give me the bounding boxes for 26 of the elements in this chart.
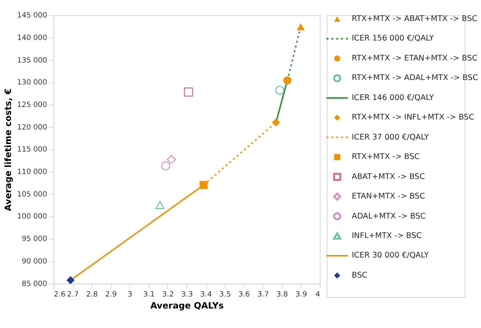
legend-label: ETAN+MTX -> BSC xyxy=(352,192,425,201)
legend-label: RTX+MTX -> INFL+MTX -> BSC xyxy=(352,112,474,122)
point xyxy=(184,88,194,97)
y-axis-title: Average lifetime costs, € xyxy=(4,88,14,212)
legend-label: RTX+MTX -> ABAT+MTX -> BSC xyxy=(352,14,478,23)
point xyxy=(200,180,208,190)
legend-label: ICER 37 000 €/QALY xyxy=(352,132,430,142)
legend-label: ICER 30 000 €/QALY xyxy=(352,250,430,260)
legend-label: BSC xyxy=(352,270,368,280)
point xyxy=(283,76,292,84)
point xyxy=(161,161,170,170)
legend-label: ICER 156 000 €/QALY xyxy=(352,34,434,43)
legend-label: RTX+MTX -> ETAN+MTX -> BSC xyxy=(352,53,478,62)
point xyxy=(296,23,305,30)
x-axis-title: Average QALYs xyxy=(150,302,224,312)
legend-label: ABAT+MTX -> BSC xyxy=(352,172,425,181)
legend-label: RTX+MTX -> BSC xyxy=(352,152,420,162)
point xyxy=(66,276,75,284)
legend-label: RTX+MTX -> ADAL+MTX -> BSC xyxy=(352,73,478,82)
point xyxy=(155,201,164,210)
point xyxy=(272,118,280,127)
legend-label: ICER 146 000 €/QALY xyxy=(352,92,434,102)
legend-label: ADAL+MTX -> BSC xyxy=(352,211,426,220)
point xyxy=(275,86,284,95)
point xyxy=(166,155,176,164)
legend-label: INFL+MTX -> BSC xyxy=(352,230,422,240)
